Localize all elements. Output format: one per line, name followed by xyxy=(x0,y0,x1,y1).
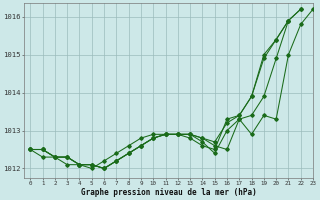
X-axis label: Graphe pression niveau de la mer (hPa): Graphe pression niveau de la mer (hPa) xyxy=(81,188,256,197)
